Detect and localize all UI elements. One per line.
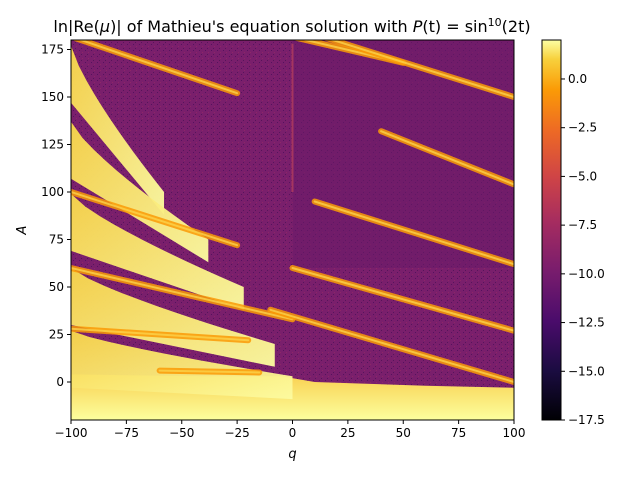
chart-title: ln|Re(μ)| of Mathieu's equation solution… bbox=[53, 16, 530, 36]
resonance-band-core-8 bbox=[380, 130, 514, 186]
x-tick-label: −50 bbox=[169, 426, 194, 440]
x-tick-label: 50 bbox=[396, 426, 411, 440]
x-tick-label: 0 bbox=[289, 426, 297, 440]
resonance-band-core-10 bbox=[291, 267, 514, 332]
y-tick-label: 25 bbox=[49, 328, 64, 342]
y-tick-label: 50 bbox=[49, 280, 64, 294]
resonance-band-core-4 bbox=[158, 369, 261, 374]
colorbar-tick-label: −5.0 bbox=[568, 169, 597, 183]
stable-tongue-3 bbox=[71, 193, 244, 310]
resonance-band-core-7 bbox=[329, 40, 514, 98]
y-tick-label: 150 bbox=[41, 90, 64, 104]
resonance-band-core-11 bbox=[269, 308, 514, 383]
axes: −100 −75 −50 −25 0 25 50 75 100 0 25 50 75 100 125 150 1… bbox=[15, 39, 526, 462]
y-tick-label: 0 bbox=[56, 375, 64, 389]
x-tick-label: 100 bbox=[503, 426, 526, 440]
colorbar: 0.0 −2.5 −5.0 −7.5 −10.0 −12.5 −15.0 −17.5 bbox=[541, 39, 605, 427]
y-tick-label: 125 bbox=[41, 138, 64, 152]
colorbar-tick-label: −7.5 bbox=[568, 218, 597, 232]
colorbar-gradient bbox=[541, 39, 562, 421]
resonance-band-core-2 bbox=[71, 267, 294, 321]
colorbar-tick-label: −2.5 bbox=[568, 121, 597, 135]
colorbar-tick-label: −15.0 bbox=[568, 364, 605, 378]
x-tick-label: −75 bbox=[114, 426, 139, 440]
x-tick-label: −25 bbox=[224, 426, 249, 440]
colorbar-tick-label: 0.0 bbox=[568, 72, 587, 86]
resonance-band-core-1 bbox=[71, 191, 239, 247]
x-axis-label: q bbox=[288, 447, 296, 462]
stable-tongue-4 bbox=[71, 268, 275, 367]
x-tick-label: 75 bbox=[451, 426, 466, 440]
stable-tongue-1 bbox=[71, 45, 165, 215]
stable-tongue-5 bbox=[71, 330, 293, 400]
resonance-band-core-3 bbox=[71, 327, 250, 342]
heatmap-image bbox=[71, 40, 514, 420]
x-tick-label: −100 bbox=[55, 426, 88, 440]
colorbar-tick-label: −10.0 bbox=[568, 267, 605, 281]
x-tick-label: 25 bbox=[340, 426, 355, 440]
colorbar-tick-label: −12.5 bbox=[568, 316, 605, 330]
y-tick-label: 100 bbox=[41, 185, 64, 199]
y-tick-label: 175 bbox=[41, 43, 64, 57]
upper-right-darker-region bbox=[292, 40, 514, 268]
y-tick-label: 75 bbox=[49, 233, 64, 247]
y-axis-label: A bbox=[15, 226, 30, 236]
resonance-band-core-5 bbox=[77, 40, 239, 95]
resonance-band-core-9 bbox=[313, 200, 514, 266]
colorbar-tick-label: −17.5 bbox=[568, 413, 605, 427]
heatmap-plot-area bbox=[71, 40, 514, 420]
